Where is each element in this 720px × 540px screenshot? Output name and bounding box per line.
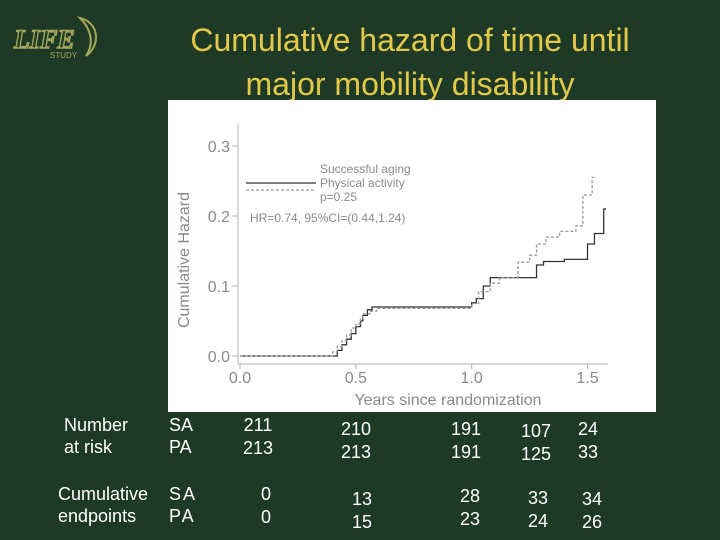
legend-entry-physical-activity: Physical activity bbox=[320, 176, 405, 190]
x-tick-label: 0.0 bbox=[229, 370, 251, 387]
endpoints-col-5: 34 26 bbox=[562, 488, 622, 534]
cumulative-hazard-chart: Cumulative Hazard Years since randomizat… bbox=[168, 100, 656, 412]
at-risk-col-2: 210 213 bbox=[326, 418, 386, 464]
y-tick-label: 0.0 bbox=[208, 349, 230, 366]
group-label-pa: PA bbox=[169, 437, 192, 457]
at-risk-pa-value: 213 bbox=[242, 438, 274, 458]
logo-subtext: STUDY bbox=[50, 51, 78, 60]
at-risk-col-5: 24 33 bbox=[558, 418, 618, 464]
x-tick-label: 1.5 bbox=[576, 370, 598, 387]
at-risk-pa-value: 33 bbox=[577, 442, 599, 462]
title-line-1: Cumulative hazard of time until bbox=[190, 22, 630, 58]
leaf-icon bbox=[76, 16, 97, 57]
at-risk-col-3: 191 191 bbox=[436, 418, 496, 464]
series-line-successful-aging bbox=[240, 208, 607, 357]
endpoints-sa-value: 28 bbox=[459, 486, 481, 506]
y-tick-label: 0.2 bbox=[208, 209, 230, 226]
y-tick-label: 0.3 bbox=[208, 139, 230, 156]
endpoints-pa-value: 0 bbox=[260, 507, 271, 527]
at-risk-sa-value: 24 bbox=[577, 419, 599, 439]
endpoints-sa-value: 0 bbox=[260, 484, 271, 504]
at-risk-pa-value: 191 bbox=[450, 442, 482, 462]
title-line-2: major mobility disability bbox=[245, 66, 575, 102]
logo-text: LIFE bbox=[13, 25, 75, 54]
at-risk-sa-value: 191 bbox=[450, 419, 482, 439]
series-line-physical-activity bbox=[240, 176, 595, 357]
endpoints-pa-value: 15 bbox=[351, 512, 373, 532]
endpoints-pa-value: 23 bbox=[459, 509, 481, 529]
at-risk-col-1: 211 213 bbox=[228, 414, 288, 460]
x-axis-label: Years since randomization bbox=[354, 392, 541, 409]
y-tick-label: 0.1 bbox=[208, 279, 230, 296]
x-tick-label: 1.0 bbox=[461, 370, 483, 387]
endpoints-col-1: 0 0 bbox=[236, 483, 296, 529]
chart-axes: 0.0 0.1 0.2 0.3 0.0 0.5 1.0 1.5 bbox=[208, 124, 608, 387]
at-risk-pa-value: 213 bbox=[340, 442, 372, 462]
life-study-logo: LIFE STUDY bbox=[12, 16, 97, 60]
group-label-sa: SA bbox=[169, 484, 198, 504]
at-risk-sa-value: 107 bbox=[520, 421, 552, 441]
endpoints-sa-value: 13 bbox=[351, 489, 373, 509]
endpoints-sa-value: 34 bbox=[581, 489, 603, 509]
endpoints-pa-value: 26 bbox=[581, 512, 603, 532]
endpoints-col-4: 33 24 bbox=[508, 487, 568, 533]
group-label-pa: PA bbox=[169, 506, 196, 526]
endpoints-sa-value: 33 bbox=[527, 488, 549, 508]
x-tick-label: 0.5 bbox=[345, 370, 367, 387]
endpoint-group-labels: SA PA bbox=[169, 483, 197, 527]
group-label-sa: SA bbox=[169, 415, 194, 435]
at-risk-sa-value: 210 bbox=[340, 419, 372, 439]
endpoints-col-2: 13 15 bbox=[332, 488, 392, 534]
chart-series bbox=[240, 176, 607, 357]
endpoints-pa-value: 24 bbox=[527, 511, 549, 531]
hazard-ratio-annotation: HR=0.74, 95%CI=(0.44,1.24) bbox=[250, 211, 405, 225]
chart-panel: Cumulative Hazard Years since randomizat… bbox=[168, 100, 656, 412]
legend-entry-successful-aging: Successful aging bbox=[320, 162, 411, 176]
p-value-annotation: p=0.25 bbox=[320, 190, 357, 204]
at-risk-col-4: 107 125 bbox=[506, 420, 566, 466]
endpoints-col-3: 28 23 bbox=[440, 485, 500, 531]
at-risk-group-labels: SA PA bbox=[169, 414, 193, 458]
cumulative-endpoints-label: Cumulative endpoints bbox=[58, 484, 149, 526]
number-at-risk-label: Number at risk bbox=[64, 415, 129, 457]
slide-title: Cumulative hazard of time until major mo… bbox=[120, 18, 700, 106]
at-risk-pa-value: 125 bbox=[520, 444, 552, 464]
at-risk-sa-value: 211 bbox=[243, 415, 273, 435]
y-axis-label: Cumulative Hazard bbox=[176, 192, 193, 328]
